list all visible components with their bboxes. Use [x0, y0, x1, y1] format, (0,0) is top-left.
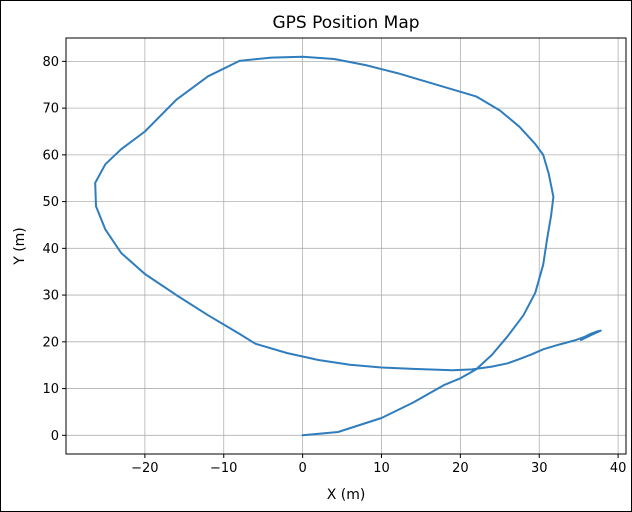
- grid-layer: [66, 38, 626, 454]
- series-layer: [94, 55, 602, 437]
- y-tick-label: 30: [42, 289, 59, 304]
- x-tick-label: 40: [610, 461, 627, 476]
- x-tick-label: 20: [452, 461, 469, 476]
- plot-frame: [65, 37, 627, 455]
- x-tick-label: 30: [531, 461, 548, 476]
- x-tick-label: 0: [298, 461, 306, 476]
- tick-layer: −20 −10 0 10 20 30 40 0 10 20 30 40 50 60 70 80: [42, 55, 626, 476]
- y-tick-label: 10: [42, 382, 59, 397]
- x-axis-label: X (m): [327, 487, 366, 503]
- y-tick-label: 40: [42, 242, 59, 257]
- y-tick-label: 80: [42, 55, 59, 70]
- y-tick-label: 70: [42, 102, 59, 117]
- x-tick-label: 10: [373, 461, 390, 476]
- y-axis-label: Y (m): [12, 227, 28, 266]
- x-tick-label: −10: [210, 461, 237, 476]
- y-tick-label: 50: [42, 195, 59, 210]
- x-tick-label: −20: [131, 461, 158, 476]
- y-tick-label: 20: [42, 335, 59, 350]
- gps-track-line: [94, 55, 602, 437]
- y-tick-label: 60: [42, 148, 59, 163]
- chart-title: GPS Position Map: [272, 13, 419, 33]
- y-tick-label: 0: [51, 429, 59, 444]
